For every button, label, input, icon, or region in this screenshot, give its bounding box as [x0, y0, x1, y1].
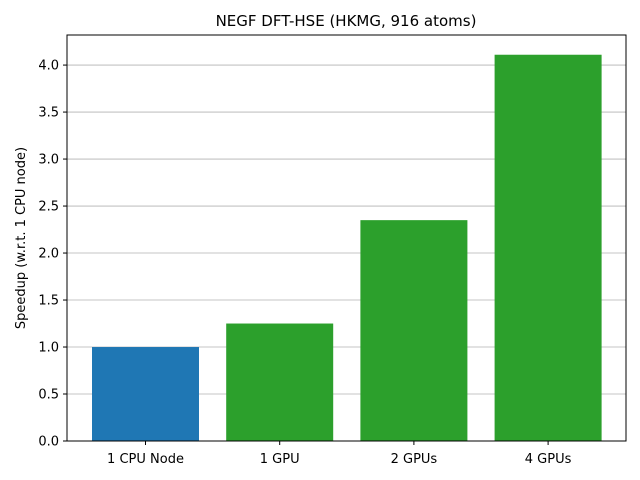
x-tick-label: 4 GPUs [525, 452, 572, 467]
bar-1-gpu [226, 323, 334, 441]
y-tick-label: 1.0 [38, 341, 59, 356]
plot-frame [66, 34, 627, 442]
y-tick-label: 4.0 [38, 59, 59, 74]
y-tick-label: 0.0 [38, 435, 59, 450]
y-tick-label: 2.5 [38, 200, 59, 215]
bar-layer [92, 54, 602, 441]
y-axis-label: Speedup (w.r.t. 1 CPU node) [14, 147, 29, 329]
x-tick-label: 2 GPUs [391, 452, 438, 467]
bar-2-gpus [360, 220, 468, 441]
y-tick-label: 3.0 [38, 153, 59, 168]
y-tick-label: 0.5 [38, 388, 59, 403]
y-tick-label: 3.5 [38, 106, 59, 121]
bar-4-gpus [494, 54, 602, 441]
tick-layer: 0.0 0.5 1.0 1.5 2.0 2.5 3.0 3.5 4.0 1 CPU Node 1 G… [38, 59, 571, 467]
x-tick-label: 1 GPU [260, 452, 300, 467]
y-tick-label: 1.5 [38, 294, 59, 309]
y-tick-label: 2.0 [38, 247, 59, 262]
bar-1-cpu-node [92, 347, 199, 441]
x-tick-label: 1 CPU Node [107, 452, 184, 467]
chart-title: NEGF DFT-HSE (HKMG, 916 atoms) [216, 12, 477, 30]
